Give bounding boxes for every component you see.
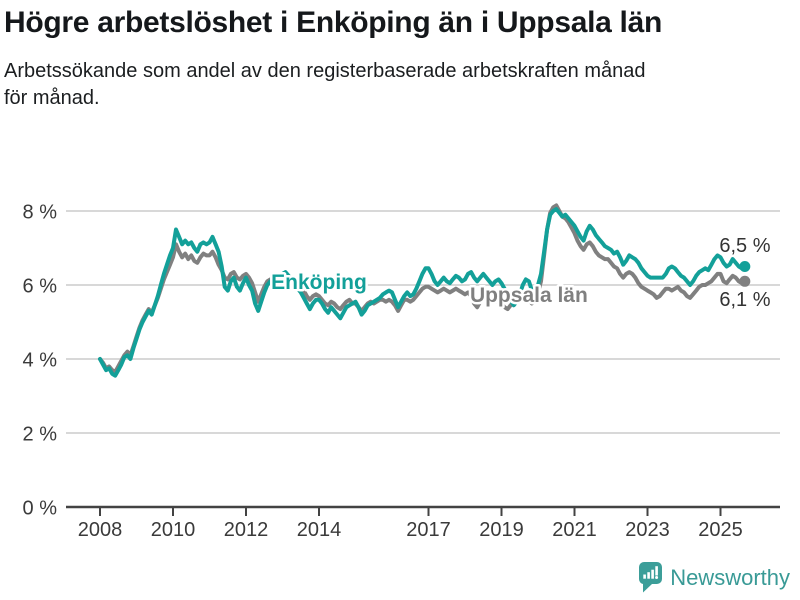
end-dot-enkoping	[739, 261, 751, 272]
brand-name: Newsworthy	[670, 564, 790, 590]
x-axis-label: 2010	[151, 519, 196, 541]
line-enkoping	[98, 207, 747, 378]
x-axis-label: 2019	[479, 519, 524, 541]
x-axis-label: 2025	[698, 519, 743, 541]
y-axis-label: 8 %	[23, 202, 58, 224]
x-axis-label: 2012	[224, 519, 269, 541]
y-axis-label: 6 %	[23, 276, 58, 298]
chart-header: Högre arbetslöshet i Enköping än i Uppsa…	[4, 6, 792, 113]
end-value-label-enkoping: 6,5 %	[719, 235, 770, 257]
x-axis-label: 2023	[625, 519, 670, 541]
y-axis-label: 2 %	[23, 424, 58, 446]
x-axis-label: 2017	[406, 519, 451, 541]
series-label-enkoping: Enköping	[271, 271, 367, 294]
y-axis-label: 0 %	[23, 498, 58, 520]
series-label-uppsala-lan: Uppsala län	[470, 284, 588, 307]
subtitle-line-1: Arbetssökande som andel av den registerb…	[4, 59, 646, 82]
end-dot-uppsala-lan	[739, 275, 751, 287]
unemployment-line-chart: 0 % 2 % 4 % 6 % 8 % 2008 2010 2012 2014 2017 2019 2…	[23, 202, 780, 541]
y-axis-label: 4 %	[23, 350, 58, 372]
newsworthy-logo-icon	[639, 562, 663, 593]
x-axis-label: 2021	[552, 519, 597, 541]
x-axis-label: 2014	[297, 519, 342, 541]
subtitle-line-2: för månad.	[4, 87, 100, 110]
end-value-label-uppsala-lan: 6,1 %	[719, 289, 770, 311]
x-axis-label: 2008	[78, 519, 123, 541]
page-subtitle: Arbetssökande som andel av den registerb…	[4, 58, 792, 113]
page-title: Högre arbetslöshet i Enköping än i Uppsa…	[4, 6, 662, 39]
line-uppsala-lan	[98, 203, 747, 374]
brand-footer: Newsworthy	[638, 561, 790, 594]
